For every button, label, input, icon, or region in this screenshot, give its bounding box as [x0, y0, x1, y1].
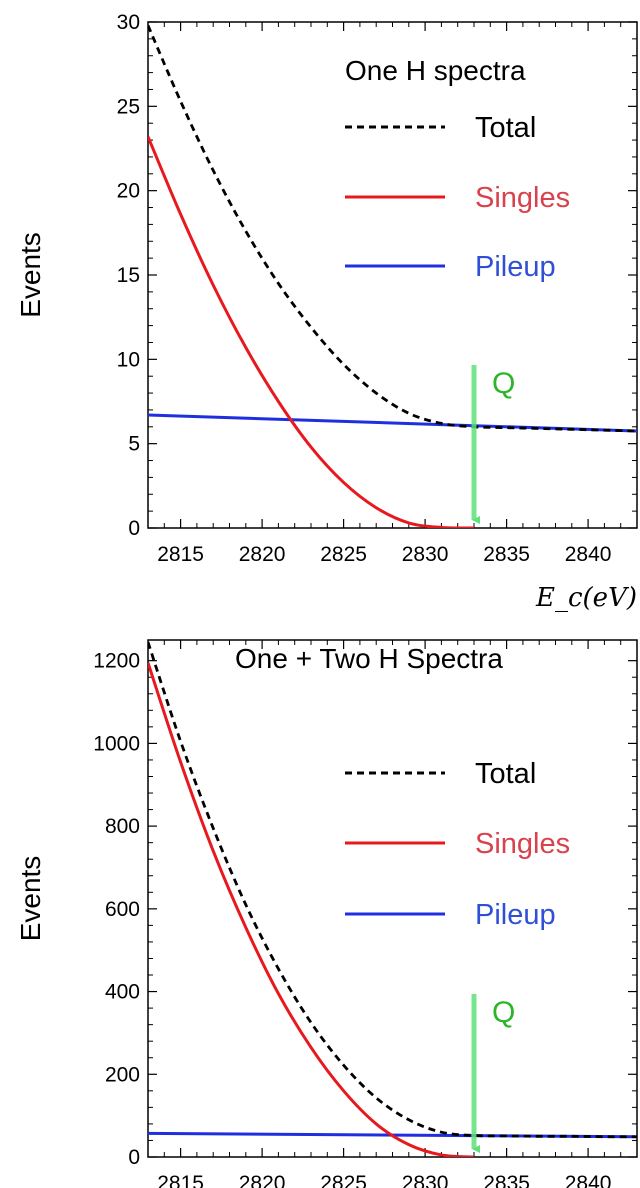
series-group — [148, 24, 637, 528]
x-tick-label: 2835 — [483, 543, 530, 566]
legend-label-singles: Singles — [475, 828, 570, 860]
series-line-total — [148, 641, 637, 1139]
y-axis-label: Events — [15, 856, 46, 942]
series-line-pileup — [148, 413, 637, 433]
y-tick-label: 1000 — [93, 732, 140, 755]
x-tick-label: 2840 — [565, 1172, 612, 1188]
y-tick-label: 600 — [105, 898, 140, 921]
y-tick-label: 200 — [105, 1063, 140, 1086]
x-tick-label: 2835 — [483, 1172, 530, 1188]
y-tick-label: 25 — [117, 95, 140, 118]
series-group — [148, 641, 637, 1157]
y-tick-label: 30 — [117, 11, 140, 34]
y-tick-label: 1200 — [93, 650, 140, 673]
x-tick-label: 2815 — [157, 543, 204, 566]
q-label: Q — [492, 367, 515, 400]
x-axis-label: E_c(eV) — [535, 583, 637, 613]
series-line-singles — [148, 662, 475, 1157]
x-tick-label: 2840 — [565, 543, 612, 566]
chart-title: One H spectra — [345, 55, 526, 86]
legend-label-pileup: Pileup — [475, 251, 556, 283]
y-tick-label: 15 — [117, 264, 140, 287]
x-tick-label: 2825 — [320, 543, 367, 566]
y-tick-label: 0 — [128, 1146, 140, 1169]
x-tick-label: 2830 — [402, 1172, 449, 1188]
y-tick-label: 10 — [117, 348, 140, 371]
series-line-singles — [148, 136, 475, 528]
y-tick-label: 20 — [117, 180, 140, 203]
y-tick-label: 800 — [105, 815, 140, 838]
chart-panel-one-h: 0 5 10 15 20 25 30 2815 2820 2825 2830 2835 2840 Even… — [15, 11, 638, 613]
chart-title: One + Two H Spectra — [235, 643, 503, 674]
chart-panel-one-two-h: 0 200 400 600 800 1000 1200 2815 2820 2825 2830 283… — [15, 639, 638, 1188]
y-tick-label: 400 — [105, 981, 140, 1004]
plot-frame — [147, 21, 638, 529]
legend-label-total: Total — [475, 758, 536, 790]
y-axis-label: Events — [15, 232, 46, 318]
x-tick-label: 2820 — [239, 543, 286, 566]
plot-frame — [147, 639, 638, 1158]
x-tick-label: 2820 — [239, 1172, 286, 1188]
x-tick-label: 2815 — [157, 1172, 204, 1188]
y-tick-label: 0 — [128, 517, 140, 540]
legend-label-pileup: Pileup — [475, 899, 556, 931]
legend-label-total: Total — [475, 112, 536, 144]
y-tick-label: 5 — [128, 433, 140, 456]
x-tick-label: 2830 — [402, 543, 449, 566]
series-line-total — [148, 24, 637, 433]
x-tick-label: 2825 — [320, 1172, 367, 1188]
q-label: Q — [492, 996, 515, 1029]
legend-label-singles: Singles — [475, 182, 570, 214]
